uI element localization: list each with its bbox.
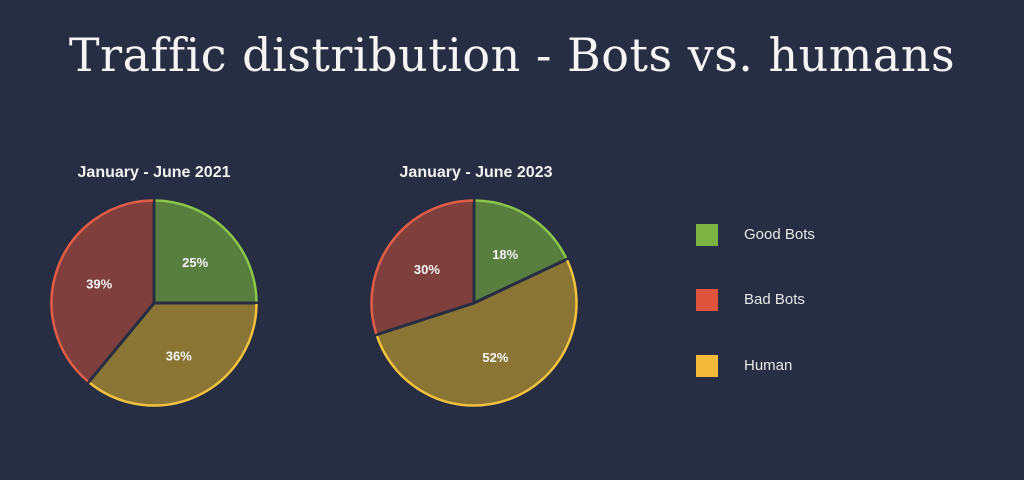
- pie-label-human: 52%: [482, 350, 508, 365]
- legend-item-human: Human: [696, 355, 956, 379]
- pie-slice-bad-bots: [48, 197, 156, 386]
- pie-label-good-bots: 25%: [182, 255, 208, 270]
- legend-label-human: Human: [744, 357, 793, 374]
- pie-rim-bad-bots: [50, 199, 153, 383]
- pie-slice-human: [373, 256, 580, 409]
- chart-title-2021: January - June 2021: [77, 164, 231, 181]
- pie-chart-1: 18% 52% 30%: [368, 197, 580, 409]
- legend-item-bad-bots: Bad Bots: [696, 289, 956, 313]
- pie-slice-human: [85, 301, 260, 409]
- pie-label-good-bots: 18%: [492, 247, 518, 262]
- legend-label-good-bots: Good Bots: [744, 226, 815, 243]
- legend-item-good-bots: Good Bots: [696, 224, 956, 248]
- pie-slice-good-bots: [152, 197, 260, 305]
- chart-title-2023: January - June 2023: [399, 164, 553, 181]
- pie-rim-good-bots: [155, 199, 258, 302]
- legend-swatch-human: [696, 355, 718, 377]
- pie-label-bad-bots: 30%: [414, 262, 440, 277]
- pie-rim-human: [375, 259, 578, 407]
- pie-label-human: 36%: [166, 349, 192, 364]
- legend-swatch-good-bots: [696, 224, 718, 246]
- pie-chart-0: 25% 36% 39%: [48, 197, 260, 409]
- legend-label-bad-bots: Bad Bots: [744, 291, 805, 308]
- pie-label-bad-bots: 39%: [86, 276, 112, 291]
- pie-slice-bad-bots: [368, 197, 476, 338]
- legend-swatch-bad-bots: [696, 289, 718, 311]
- pie-rim-good-bots: [475, 199, 568, 259]
- page-title: Traffic distribution - Bots vs. humans: [68, 28, 956, 82]
- pie-rim-human: [88, 304, 258, 407]
- pie-rim-bad-bots: [370, 199, 473, 335]
- pie-slice-good-bots: [472, 197, 571, 306]
